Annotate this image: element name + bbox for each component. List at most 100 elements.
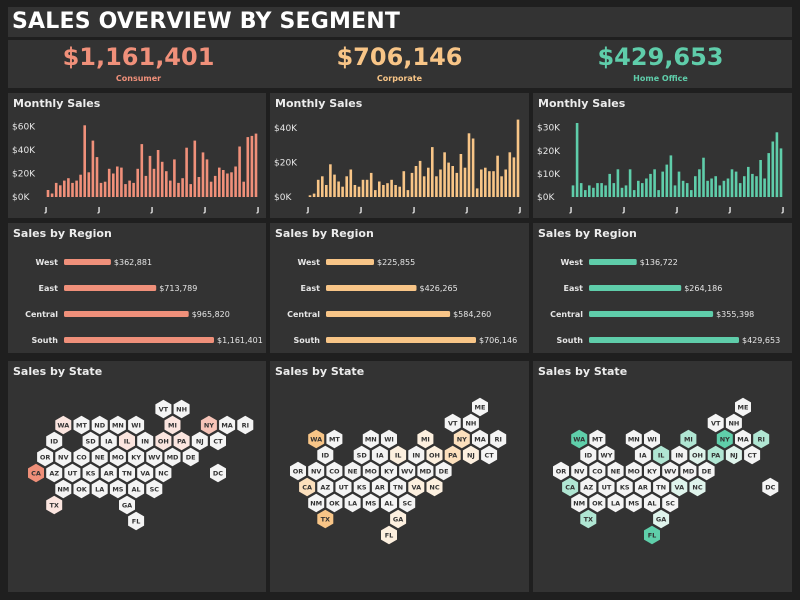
- state-label: MN: [628, 435, 640, 443]
- monthly-bar: [71, 183, 74, 197]
- state-label: MO: [112, 453, 124, 461]
- state-label: MD: [682, 467, 694, 475]
- region-value: $429,653: [742, 336, 780, 345]
- monthly-bar: [447, 163, 450, 197]
- monthly-bar: [456, 173, 459, 197]
- state-label: NV: [311, 467, 321, 475]
- state-label: SC: [402, 499, 412, 507]
- region-bar: [64, 259, 111, 265]
- y-tick-label: $40K: [274, 124, 298, 134]
- state-label: OR: [40, 453, 51, 461]
- monthly-bar: [63, 181, 66, 197]
- monthly-bar: [317, 180, 320, 197]
- y-tick-label: $0K: [537, 193, 555, 203]
- monthly-bar: [625, 185, 628, 197]
- kpi-bar: $1,161,401 Consumer $706,146 Corporate $…: [8, 40, 792, 88]
- state-label: LA: [611, 499, 620, 507]
- state-label: KY: [131, 453, 141, 461]
- kpi-consumer: $1,161,401 Consumer: [8, 42, 269, 83]
- monthly-bar: [576, 123, 579, 197]
- monthly-bar: [116, 167, 119, 198]
- monthly-bar: [613, 183, 616, 197]
- state-map-home-office: MEVT NHWA MT MN WI MI NY MA RIID WY IA IL IN OH PA NJ CT…: [533, 361, 792, 592]
- state-label: NY: [204, 421, 214, 429]
- y-tick-label: $0K: [274, 193, 292, 203]
- kpi-home-office-value: $429,653: [530, 42, 791, 72]
- monthly-bar: [333, 175, 336, 197]
- state-label: MO: [628, 467, 640, 475]
- state-label: GA: [122, 501, 132, 509]
- state-label: LA: [348, 499, 357, 507]
- monthly-bar: [694, 176, 697, 197]
- monthly-bar: [661, 172, 664, 197]
- monthly-bar: [739, 183, 742, 197]
- region-bar: [64, 337, 214, 343]
- state-label: MS: [628, 499, 639, 507]
- monthly-bar: [100, 183, 103, 197]
- monthly-bar: [354, 185, 357, 197]
- state-label: VT: [711, 419, 721, 427]
- state-label: TX: [584, 515, 593, 523]
- monthly-bar: [88, 172, 91, 197]
- state-label: ID: [50, 437, 58, 445]
- monthly-bar: [468, 133, 471, 197]
- x-tick-label: J: [728, 206, 732, 214]
- state-label: PA: [177, 437, 186, 445]
- region-chart-consumer: West $362,881East $713,789Central $965,820S…: [8, 223, 266, 353]
- monthly-bar: [743, 176, 746, 197]
- monthly-bar: [600, 183, 603, 197]
- state-label: FL: [648, 531, 657, 539]
- region-bar: [326, 259, 374, 265]
- monthly-bar: [690, 190, 693, 197]
- state-label: SD: [86, 437, 97, 445]
- state-map-corporate: MEVT NHWA MT MN WI MI NY MA RIID SD IA IL IN OH PA NJ CT…: [270, 361, 529, 592]
- region-label: Central: [287, 310, 320, 319]
- monthly-bar: [247, 137, 250, 197]
- monthly-bar: [772, 142, 775, 198]
- state-label: KS: [620, 483, 630, 491]
- monthly-bar: [390, 180, 393, 197]
- state-label: MI: [168, 421, 177, 429]
- monthly-bar: [198, 177, 201, 197]
- monthly-chart-corporate: $0K$20K$40KJ J J J J: [270, 93, 529, 218]
- state-panel-corporate: Sales by State ME VT NH WA MT MN WI MI NY MA RI ID S…: [270, 361, 529, 592]
- monthly-bar: [719, 185, 722, 197]
- monthly-bar: [706, 181, 709, 197]
- monthly-bar: [141, 144, 144, 197]
- state-label: VA: [674, 483, 684, 491]
- monthly-bar: [517, 120, 520, 197]
- state-label: WA: [310, 435, 322, 443]
- state-label: ME: [738, 403, 749, 411]
- state-label: NM: [310, 499, 322, 507]
- monthly-bar: [362, 180, 365, 197]
- x-tick-label: J: [306, 206, 310, 214]
- state-label: WY: [601, 451, 613, 459]
- state-label: KY: [384, 467, 394, 475]
- kpi-consumer-value: $1,161,401: [8, 42, 269, 72]
- monthly-bar: [670, 155, 673, 197]
- monthly-bar: [431, 147, 434, 197]
- state-label: WI: [384, 435, 394, 443]
- region-value: $264,186: [684, 284, 722, 293]
- monthly-bar: [492, 171, 495, 197]
- monthly-bar: [337, 182, 340, 198]
- region-label: East: [301, 284, 321, 293]
- monthly-bar: [206, 159, 209, 197]
- state-label: WV: [148, 453, 160, 461]
- state-label: MO: [365, 467, 377, 475]
- monthly-bar: [714, 176, 717, 197]
- monthly-bar: [735, 172, 738, 197]
- monthly-bar: [157, 150, 160, 197]
- state-label: IN: [675, 451, 683, 459]
- y-tick-label: $30K: [537, 124, 561, 134]
- monthly-bar: [653, 169, 656, 197]
- state-panel-home-office: Sales by State ME VT NH WA MT MN WI MI NY MA RI ID W…: [533, 361, 792, 592]
- state-label: ND: [94, 421, 105, 429]
- monthly-bar: [759, 160, 762, 197]
- monthly-bar: [649, 174, 652, 197]
- monthly-bar: [723, 181, 726, 197]
- monthly-bar: [132, 183, 135, 197]
- state-label: IA: [639, 451, 646, 459]
- region-chart-home-office: West $136,722East $264,186Central $355,398S…: [533, 223, 792, 353]
- region-value: $136,722: [640, 258, 678, 267]
